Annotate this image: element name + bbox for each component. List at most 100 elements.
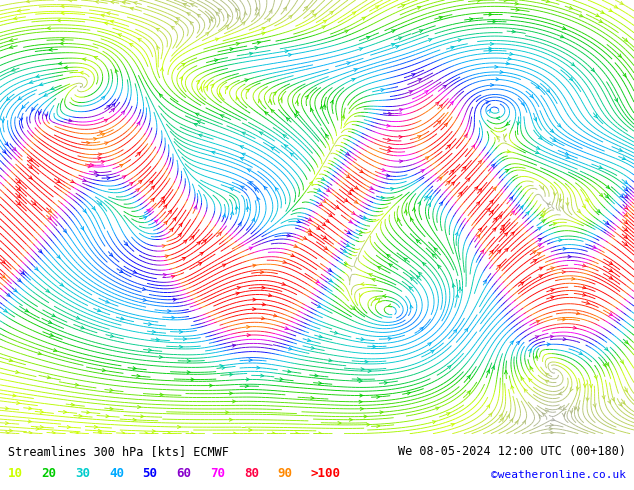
FancyArrowPatch shape	[70, 180, 74, 183]
FancyArrowPatch shape	[491, 366, 495, 369]
FancyArrowPatch shape	[262, 27, 265, 30]
FancyArrowPatch shape	[98, 157, 101, 160]
FancyArrowPatch shape	[605, 195, 609, 198]
FancyArrowPatch shape	[98, 432, 101, 435]
FancyArrowPatch shape	[6, 97, 10, 100]
FancyArrowPatch shape	[230, 392, 233, 395]
FancyArrowPatch shape	[283, 135, 287, 138]
FancyArrowPatch shape	[602, 395, 605, 399]
FancyArrowPatch shape	[107, 12, 110, 15]
FancyArrowPatch shape	[360, 394, 363, 397]
FancyArrowPatch shape	[324, 246, 327, 249]
FancyArrowPatch shape	[105, 142, 108, 145]
FancyArrowPatch shape	[216, 12, 219, 16]
FancyArrowPatch shape	[562, 270, 566, 273]
FancyArrowPatch shape	[366, 423, 370, 426]
FancyArrowPatch shape	[323, 104, 326, 107]
FancyArrowPatch shape	[18, 279, 21, 282]
Text: 20: 20	[41, 467, 56, 480]
FancyArrowPatch shape	[515, 2, 518, 5]
FancyArrowPatch shape	[197, 121, 201, 123]
FancyArrowPatch shape	[111, 0, 114, 4]
FancyArrowPatch shape	[359, 48, 363, 50]
FancyArrowPatch shape	[499, 414, 502, 417]
FancyArrowPatch shape	[409, 287, 412, 290]
FancyArrowPatch shape	[477, 0, 481, 2]
FancyArrowPatch shape	[236, 97, 239, 100]
FancyArrowPatch shape	[583, 264, 586, 267]
FancyArrowPatch shape	[619, 403, 622, 406]
FancyArrowPatch shape	[98, 202, 101, 205]
FancyArrowPatch shape	[182, 257, 186, 260]
FancyArrowPatch shape	[559, 239, 562, 242]
FancyArrowPatch shape	[624, 188, 628, 191]
FancyArrowPatch shape	[121, 111, 124, 114]
FancyArrowPatch shape	[398, 218, 400, 221]
FancyArrowPatch shape	[133, 270, 136, 273]
FancyArrowPatch shape	[609, 262, 612, 265]
FancyArrowPatch shape	[562, 318, 566, 321]
FancyArrowPatch shape	[45, 114, 48, 117]
FancyArrowPatch shape	[176, 18, 180, 21]
FancyArrowPatch shape	[609, 269, 612, 272]
FancyArrowPatch shape	[609, 9, 612, 12]
FancyArrowPatch shape	[27, 0, 30, 3]
FancyArrowPatch shape	[490, 210, 493, 214]
FancyArrowPatch shape	[489, 200, 493, 204]
FancyArrowPatch shape	[396, 46, 399, 49]
FancyArrowPatch shape	[541, 215, 545, 218]
FancyArrowPatch shape	[255, 47, 258, 49]
FancyArrowPatch shape	[262, 32, 265, 35]
FancyArrowPatch shape	[225, 86, 228, 90]
FancyArrowPatch shape	[430, 350, 434, 353]
FancyArrowPatch shape	[133, 418, 136, 421]
FancyArrowPatch shape	[365, 360, 368, 363]
FancyArrowPatch shape	[205, 32, 209, 35]
Text: Streamlines 300 hPa [kts] ECMWF: Streamlines 300 hPa [kts] ECMWF	[8, 445, 228, 458]
FancyArrowPatch shape	[535, 151, 539, 153]
FancyArrowPatch shape	[311, 108, 313, 112]
FancyArrowPatch shape	[162, 245, 165, 247]
FancyArrowPatch shape	[245, 385, 249, 388]
FancyArrowPatch shape	[511, 386, 514, 389]
FancyArrowPatch shape	[228, 14, 230, 18]
FancyArrowPatch shape	[122, 176, 126, 179]
FancyArrowPatch shape	[598, 166, 602, 169]
FancyArrowPatch shape	[349, 418, 353, 421]
FancyArrowPatch shape	[387, 254, 391, 258]
FancyArrowPatch shape	[418, 272, 422, 275]
FancyArrowPatch shape	[181, 63, 185, 66]
FancyArrowPatch shape	[183, 3, 186, 6]
FancyArrowPatch shape	[528, 349, 531, 352]
FancyArrowPatch shape	[249, 247, 252, 250]
FancyArrowPatch shape	[600, 194, 603, 196]
FancyArrowPatch shape	[420, 327, 423, 331]
FancyArrowPatch shape	[295, 100, 299, 104]
FancyArrowPatch shape	[190, 22, 193, 25]
FancyArrowPatch shape	[4, 309, 7, 312]
FancyArrowPatch shape	[137, 122, 139, 125]
FancyArrowPatch shape	[317, 189, 321, 191]
FancyArrowPatch shape	[236, 43, 240, 46]
FancyArrowPatch shape	[522, 420, 526, 424]
FancyArrowPatch shape	[309, 181, 313, 185]
FancyArrowPatch shape	[498, 250, 501, 253]
FancyArrowPatch shape	[594, 375, 597, 379]
FancyArrowPatch shape	[261, 270, 264, 274]
FancyArrowPatch shape	[535, 336, 539, 339]
FancyArrowPatch shape	[505, 248, 508, 252]
FancyArrowPatch shape	[516, 342, 520, 344]
FancyArrowPatch shape	[619, 148, 622, 151]
FancyArrowPatch shape	[230, 188, 233, 191]
FancyArrowPatch shape	[137, 152, 140, 155]
FancyArrowPatch shape	[107, 105, 110, 108]
FancyArrowPatch shape	[428, 343, 431, 346]
FancyArrowPatch shape	[3, 150, 6, 153]
FancyArrowPatch shape	[143, 288, 146, 291]
FancyArrowPatch shape	[52, 314, 55, 317]
FancyArrowPatch shape	[265, 112, 268, 115]
FancyArrowPatch shape	[493, 187, 496, 191]
FancyArrowPatch shape	[288, 370, 291, 373]
FancyArrowPatch shape	[220, 365, 223, 368]
FancyArrowPatch shape	[30, 80, 33, 83]
